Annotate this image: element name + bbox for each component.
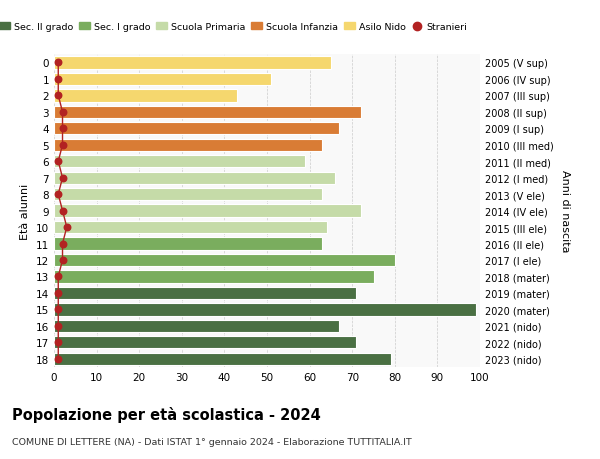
Point <box>58 109 67 116</box>
Bar <box>54 254 395 267</box>
Bar <box>54 320 340 332</box>
Point <box>53 76 63 84</box>
Bar <box>54 57 331 69</box>
Bar <box>54 73 271 86</box>
Point <box>53 191 63 198</box>
Point <box>62 224 71 231</box>
Text: COMUNE DI LETTERE (NA) - Dati ISTAT 1° gennaio 2024 - Elaborazione TUTTITALIA.IT: COMUNE DI LETTERE (NA) - Dati ISTAT 1° g… <box>12 437 412 446</box>
Bar <box>54 123 340 135</box>
Bar <box>54 221 326 234</box>
Text: Popolazione per età scolastica - 2024: Popolazione per età scolastica - 2024 <box>12 406 321 422</box>
Point <box>58 207 67 215</box>
Point <box>53 339 63 346</box>
Bar <box>54 156 305 168</box>
Bar <box>54 189 322 201</box>
Point <box>58 257 67 264</box>
Bar <box>54 287 356 299</box>
Y-axis label: Età alunni: Età alunni <box>20 183 31 239</box>
Bar <box>54 238 322 250</box>
Bar <box>54 336 356 349</box>
Bar <box>54 353 391 365</box>
Bar <box>54 90 237 102</box>
Point <box>58 125 67 133</box>
Point <box>53 158 63 166</box>
Bar <box>54 303 476 316</box>
Point <box>53 60 63 67</box>
Bar <box>54 106 361 119</box>
Bar <box>54 172 335 185</box>
Point <box>53 306 63 313</box>
Point <box>58 241 67 248</box>
Point <box>58 174 67 182</box>
Point <box>53 92 63 100</box>
Legend: Sec. II grado, Sec. I grado, Scuola Primaria, Scuola Infanzia, Asilo Nido, Stran: Sec. II grado, Sec. I grado, Scuola Prim… <box>0 19 471 36</box>
Point <box>53 355 63 363</box>
Bar <box>54 271 373 283</box>
Point <box>58 142 67 149</box>
Point <box>53 273 63 280</box>
Point <box>53 290 63 297</box>
Y-axis label: Anni di nascita: Anni di nascita <box>560 170 570 252</box>
Point <box>53 323 63 330</box>
Bar <box>54 139 322 151</box>
Bar <box>54 205 361 217</box>
